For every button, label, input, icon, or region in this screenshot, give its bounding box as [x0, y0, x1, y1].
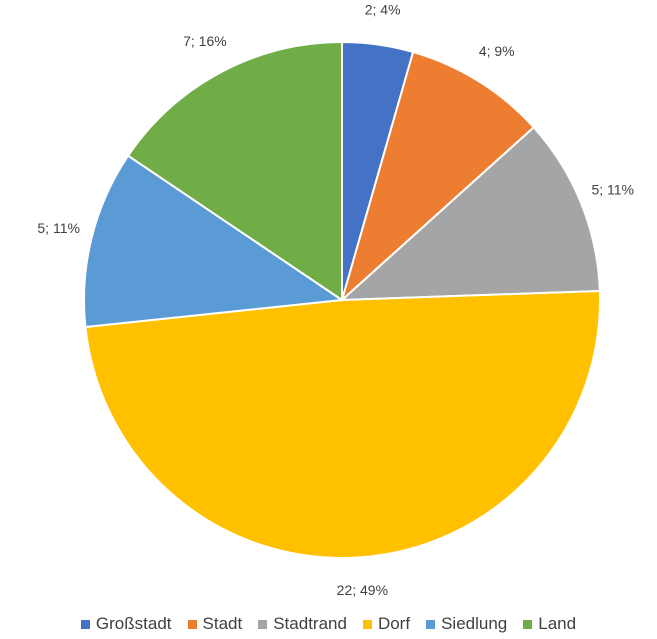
legend-swatch	[523, 619, 533, 629]
legend-label: Großstadt	[95, 614, 172, 633]
data-label-siedlung: 5; 11%	[37, 220, 80, 236]
legend-swatch	[426, 619, 436, 629]
legend-swatch	[80, 619, 90, 629]
legend-label: Siedlung	[441, 614, 508, 633]
data-label-land: 7; 16%	[183, 33, 227, 49]
pie-slice-land	[126, 40, 343, 302]
legend: Großstadt Stadt Stadtrand Dorf Siedlung Land	[0, 612, 657, 636]
legend-label: Stadtrand	[273, 614, 347, 633]
pie-slice-dorf	[84, 289, 601, 559]
pie-slice-stadtrand	[339, 125, 601, 302]
legend-swatch	[258, 619, 268, 629]
pie-slices	[83, 40, 601, 559]
legend-item-großstadt: Großstadt	[80, 614, 172, 634]
data-label-dorf: 22; 49%	[337, 582, 388, 598]
pie-slice-stadt	[340, 50, 536, 304]
legend-item-land: Land	[523, 614, 576, 634]
legend-swatch	[187, 619, 197, 629]
legend-item-stadtrand: Stadtrand	[258, 614, 347, 634]
legend-item-siedlung: Siedlung	[426, 614, 507, 634]
legend-item-stadt: Stadt	[187, 614, 243, 634]
legend-label: Dorf	[377, 614, 411, 633]
data-label-stadtrand: 5; 11%	[591, 181, 634, 197]
legend-swatch	[362, 619, 372, 629]
legend-item-dorf: Dorf	[362, 614, 411, 634]
legend-label: Stadt	[202, 614, 243, 633]
pie-slice-siedlung	[83, 154, 345, 329]
data-label-großstadt: 2; 4%	[365, 2, 401, 18]
data-label-stadt: 4; 9%	[479, 43, 515, 59]
legend-label: Land	[538, 614, 577, 633]
pie-data-labels: 2; 4% 4; 9% 5; 11% 22; 49% 5; 11% 7; 16%	[37, 2, 634, 598]
